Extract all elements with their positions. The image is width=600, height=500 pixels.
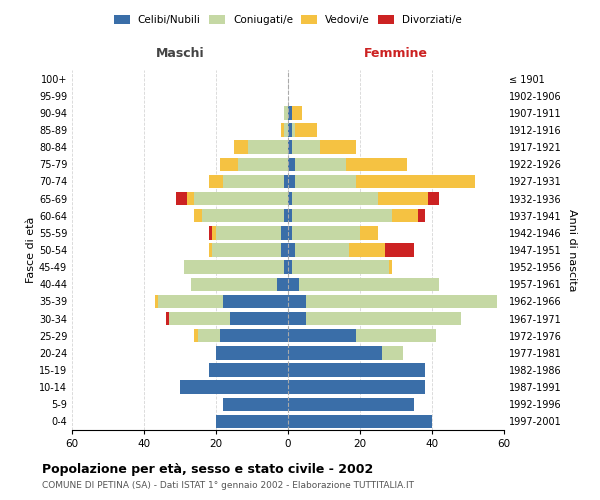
Bar bbox=[418, 209, 425, 222]
Bar bbox=[288, 380, 425, 394]
Bar bbox=[284, 209, 288, 222]
Bar bbox=[356, 329, 436, 342]
Bar bbox=[202, 209, 284, 222]
Bar bbox=[230, 312, 288, 326]
Bar bbox=[169, 312, 230, 326]
Bar bbox=[288, 329, 356, 342]
Bar bbox=[292, 226, 360, 239]
Bar bbox=[288, 174, 295, 188]
Bar bbox=[288, 209, 292, 222]
Bar bbox=[198, 329, 220, 342]
Bar bbox=[295, 244, 349, 256]
Bar bbox=[306, 294, 497, 308]
Bar bbox=[220, 329, 288, 342]
Text: COMUNE DI PETINA (SA) - Dati ISTAT 1° gennaio 2002 - Elaborazione TUTTITALIA.IT: COMUNE DI PETINA (SA) - Dati ISTAT 1° ge… bbox=[42, 481, 414, 490]
Bar bbox=[191, 278, 277, 291]
Bar bbox=[184, 260, 284, 274]
Bar bbox=[299, 278, 439, 291]
Bar bbox=[292, 106, 302, 120]
Bar bbox=[292, 140, 320, 154]
Bar bbox=[166, 312, 169, 326]
Bar bbox=[288, 106, 292, 120]
Bar bbox=[288, 398, 414, 411]
Bar bbox=[209, 244, 212, 256]
Bar bbox=[216, 414, 288, 428]
Bar bbox=[194, 209, 202, 222]
Bar bbox=[292, 260, 389, 274]
Bar bbox=[284, 124, 288, 136]
Text: Popolazione per età, sesso e stato civile - 2002: Popolazione per età, sesso e stato civil… bbox=[42, 462, 373, 475]
Bar bbox=[176, 192, 187, 205]
Bar bbox=[288, 140, 292, 154]
Bar bbox=[281, 244, 288, 256]
Bar bbox=[194, 192, 288, 205]
Bar bbox=[292, 124, 295, 136]
Bar bbox=[194, 329, 198, 342]
Bar bbox=[284, 174, 288, 188]
Bar bbox=[284, 260, 288, 274]
Bar bbox=[288, 192, 292, 205]
Bar bbox=[284, 106, 288, 120]
Y-axis label: Anni di nascita: Anni di nascita bbox=[567, 209, 577, 291]
Bar bbox=[428, 192, 439, 205]
Bar bbox=[392, 209, 418, 222]
Bar bbox=[346, 158, 407, 171]
Bar bbox=[180, 380, 288, 394]
Bar bbox=[288, 294, 306, 308]
Bar bbox=[209, 174, 223, 188]
Bar bbox=[158, 294, 223, 308]
Legend: Celibi/Nubili, Coniugati/e, Vedovi/e, Divorziati/e: Celibi/Nubili, Coniugati/e, Vedovi/e, Di… bbox=[110, 10, 466, 29]
Bar bbox=[292, 192, 378, 205]
Bar bbox=[277, 278, 288, 291]
Bar bbox=[292, 209, 392, 222]
Bar bbox=[209, 226, 212, 239]
Bar bbox=[378, 192, 428, 205]
Bar bbox=[288, 278, 299, 291]
Bar bbox=[155, 294, 158, 308]
Bar bbox=[295, 174, 356, 188]
Bar bbox=[248, 140, 288, 154]
Bar bbox=[220, 158, 238, 171]
Bar bbox=[187, 192, 194, 205]
Bar bbox=[281, 226, 288, 239]
Bar bbox=[209, 364, 288, 376]
Bar bbox=[288, 158, 295, 171]
Bar bbox=[223, 294, 288, 308]
Text: Maschi: Maschi bbox=[155, 46, 205, 60]
Bar bbox=[234, 140, 248, 154]
Bar bbox=[223, 174, 284, 188]
Y-axis label: Fasce di età: Fasce di età bbox=[26, 217, 36, 283]
Bar bbox=[356, 174, 475, 188]
Bar bbox=[295, 124, 317, 136]
Bar bbox=[360, 226, 378, 239]
Bar bbox=[306, 312, 461, 326]
Bar bbox=[212, 226, 216, 239]
Bar bbox=[288, 226, 292, 239]
Bar bbox=[288, 260, 292, 274]
Bar bbox=[288, 124, 292, 136]
Bar bbox=[382, 346, 403, 360]
Bar bbox=[216, 226, 281, 239]
Bar bbox=[223, 398, 288, 411]
Bar bbox=[212, 244, 281, 256]
Bar bbox=[389, 260, 392, 274]
Text: Femmine: Femmine bbox=[364, 46, 428, 60]
Bar bbox=[288, 312, 306, 326]
Bar bbox=[288, 244, 295, 256]
Bar bbox=[238, 158, 288, 171]
Bar bbox=[288, 414, 432, 428]
Bar bbox=[320, 140, 356, 154]
Bar bbox=[385, 244, 414, 256]
Bar bbox=[281, 124, 284, 136]
Bar bbox=[349, 244, 385, 256]
Bar bbox=[288, 346, 382, 360]
Bar bbox=[288, 364, 425, 376]
Bar bbox=[295, 158, 346, 171]
Bar bbox=[216, 346, 288, 360]
